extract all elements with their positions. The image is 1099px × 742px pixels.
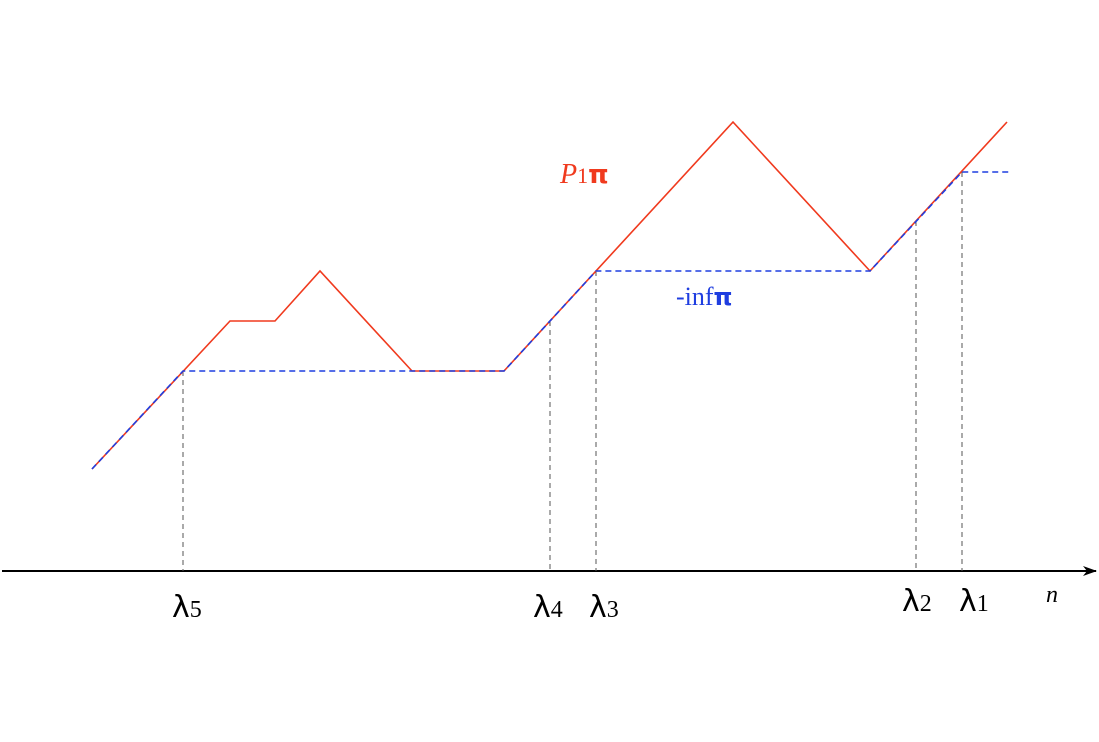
path-label-main: P: [559, 159, 577, 190]
marker-label-2-base: λ: [902, 584, 920, 619]
path-label: P1π: [559, 159, 609, 190]
marker-label-2: λ2: [902, 584, 932, 619]
marker-label-4-base: λ: [533, 590, 551, 625]
infimum-label: -infπ: [676, 282, 733, 311]
path-label-sub: 1: [577, 163, 588, 188]
marker-label-3: λ3: [589, 590, 619, 625]
marker-label-5-sub: 5: [190, 597, 202, 623]
path-p1-pi: [91, 120, 1008, 470]
marker-label-5-base: λ: [172, 590, 190, 625]
marker-label-1: λ1: [959, 584, 989, 619]
infimum-label-main: -inf: [676, 282, 714, 311]
marker-label-4: λ4: [533, 590, 563, 625]
marker-label-3-sub: 3: [607, 597, 619, 623]
marker-label-1-sub: 1: [977, 591, 989, 617]
marker-label-1-base: λ: [959, 584, 977, 619]
marker-label-5: λ5: [172, 590, 202, 625]
infimum-label-symbol: π: [714, 283, 733, 311]
path-label-symbol: π: [588, 160, 609, 190]
marker-label-4-sub: 4: [551, 597, 563, 623]
axis-label: n: [1046, 582, 1058, 608]
infimum-path: [91, 171, 1009, 470]
marker-label-2-sub: 2: [920, 591, 932, 617]
marker-label-3-base: λ: [589, 590, 607, 625]
guide-lines: [182, 172, 963, 571]
